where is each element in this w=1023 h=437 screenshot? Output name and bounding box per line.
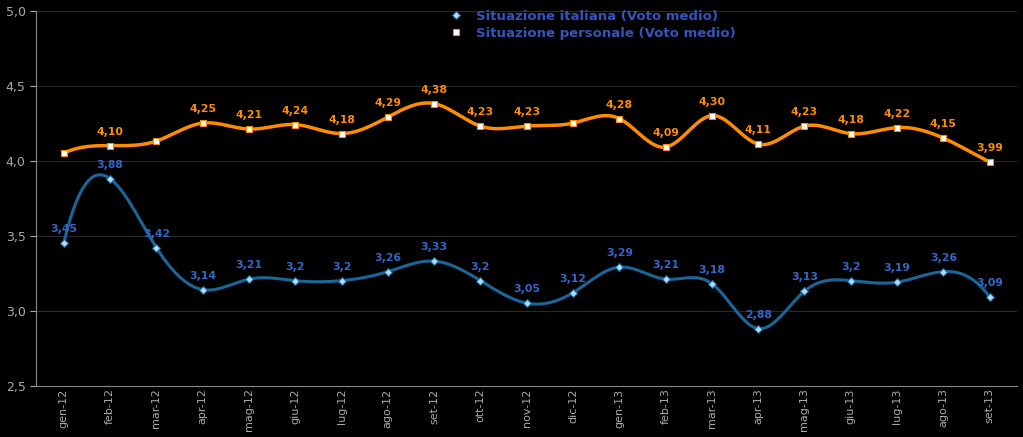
Text: 3,29: 3,29 bbox=[606, 248, 633, 258]
Situazione personale (Voto medio) bbox=[798, 124, 810, 129]
Text: 3,2: 3,2 bbox=[471, 262, 490, 272]
Situazione italiana (Voto medio) bbox=[104, 176, 117, 181]
Text: 3,2: 3,2 bbox=[841, 262, 860, 272]
Text: 4,30: 4,30 bbox=[699, 97, 725, 107]
Situazione personale (Voto medio) bbox=[336, 131, 348, 136]
Text: 4,28: 4,28 bbox=[606, 100, 633, 110]
Text: 4,25: 4,25 bbox=[189, 104, 216, 114]
Situazione italiana (Voto medio) bbox=[613, 264, 625, 270]
Text: 3,21: 3,21 bbox=[652, 260, 679, 270]
Situazione personale (Voto medio) bbox=[567, 121, 579, 126]
Situazione italiana (Voto medio) bbox=[57, 240, 70, 246]
Text: 3,99: 3,99 bbox=[976, 143, 1004, 153]
Line: Situazione italiana (Voto medio): Situazione italiana (Voto medio) bbox=[60, 176, 992, 332]
Text: 4,23: 4,23 bbox=[466, 107, 494, 117]
Text: 3,26: 3,26 bbox=[374, 253, 401, 263]
Text: 4,09: 4,09 bbox=[652, 128, 679, 138]
Situazione italiana (Voto medio) bbox=[567, 290, 579, 295]
Situazione italiana (Voto medio) bbox=[290, 278, 302, 283]
Text: 3,18: 3,18 bbox=[699, 265, 725, 274]
Situazione italiana (Voto medio) bbox=[150, 245, 163, 250]
Text: 4,24: 4,24 bbox=[281, 106, 309, 116]
Legend: Situazione italiana (Voto medio), Situazione personale (Voto medio): Situazione italiana (Voto medio), Situaz… bbox=[442, 10, 736, 40]
Text: 3,88: 3,88 bbox=[96, 160, 124, 170]
Situazione personale (Voto medio) bbox=[475, 124, 487, 129]
Situazione italiana (Voto medio) bbox=[521, 301, 533, 306]
Text: 4,38: 4,38 bbox=[420, 85, 448, 94]
Situazione personale (Voto medio) bbox=[382, 114, 394, 120]
Situazione personale (Voto medio) bbox=[104, 143, 117, 148]
Situazione personale (Voto medio) bbox=[57, 150, 70, 156]
Text: 4,23: 4,23 bbox=[514, 107, 540, 117]
Situazione italiana (Voto medio) bbox=[706, 281, 718, 286]
Text: 4,11: 4,11 bbox=[745, 125, 771, 135]
Situazione personale (Voto medio) bbox=[891, 125, 903, 130]
Situazione personale (Voto medio) bbox=[752, 142, 764, 147]
Text: 2,88: 2,88 bbox=[745, 310, 771, 319]
Situazione italiana (Voto medio) bbox=[983, 295, 995, 300]
Text: 4,15: 4,15 bbox=[930, 119, 957, 129]
Text: 3,21: 3,21 bbox=[235, 260, 263, 270]
Text: 3,19: 3,19 bbox=[884, 263, 910, 273]
Situazione personale (Voto medio) bbox=[845, 131, 857, 136]
Situazione italiana (Voto medio) bbox=[798, 288, 810, 294]
Situazione italiana (Voto medio) bbox=[475, 278, 487, 283]
Situazione italiana (Voto medio) bbox=[242, 277, 255, 282]
Text: 3,12: 3,12 bbox=[560, 274, 586, 284]
Situazione italiana (Voto medio) bbox=[336, 278, 348, 283]
Text: 4,22: 4,22 bbox=[884, 108, 910, 118]
Text: 3,05: 3,05 bbox=[514, 284, 540, 294]
Text: 3,09: 3,09 bbox=[976, 278, 1004, 288]
Situazione italiana (Voto medio) bbox=[752, 326, 764, 331]
Text: 4,29: 4,29 bbox=[374, 98, 401, 108]
Text: 3,2: 3,2 bbox=[331, 262, 351, 272]
Line: Situazione personale (Voto medio): Situazione personale (Voto medio) bbox=[60, 101, 992, 165]
Situazione italiana (Voto medio) bbox=[937, 269, 949, 274]
Situazione personale (Voto medio) bbox=[150, 139, 163, 144]
Situazione personale (Voto medio) bbox=[196, 121, 209, 126]
Text: 3,14: 3,14 bbox=[189, 271, 216, 281]
Text: 4,18: 4,18 bbox=[328, 114, 355, 125]
Text: 3,33: 3,33 bbox=[420, 242, 448, 252]
Text: 3,26: 3,26 bbox=[930, 253, 957, 263]
Situazione personale (Voto medio) bbox=[983, 160, 995, 165]
Situazione italiana (Voto medio) bbox=[382, 269, 394, 274]
Situazione italiana (Voto medio) bbox=[845, 278, 857, 283]
Situazione italiana (Voto medio) bbox=[428, 259, 440, 264]
Situazione italiana (Voto medio) bbox=[660, 277, 672, 282]
Situazione personale (Voto medio) bbox=[660, 145, 672, 150]
Situazione personale (Voto medio) bbox=[613, 116, 625, 121]
Situazione italiana (Voto medio) bbox=[891, 280, 903, 285]
Text: 4,10: 4,10 bbox=[96, 127, 124, 137]
Text: 3,2: 3,2 bbox=[285, 262, 305, 272]
Situazione personale (Voto medio) bbox=[290, 122, 302, 127]
Text: 4,23: 4,23 bbox=[791, 107, 818, 117]
Situazione personale (Voto medio) bbox=[242, 126, 255, 132]
Situazione personale (Voto medio) bbox=[428, 101, 440, 106]
Situazione personale (Voto medio) bbox=[521, 124, 533, 129]
Text: 4,21: 4,21 bbox=[235, 110, 263, 120]
Situazione personale (Voto medio) bbox=[937, 135, 949, 141]
Text: 3,45: 3,45 bbox=[50, 224, 78, 234]
Situazione personale (Voto medio) bbox=[706, 113, 718, 118]
Situazione italiana (Voto medio) bbox=[196, 287, 209, 292]
Text: 3,13: 3,13 bbox=[791, 272, 818, 282]
Text: 3,42: 3,42 bbox=[143, 229, 170, 239]
Text: 4,18: 4,18 bbox=[838, 114, 864, 125]
